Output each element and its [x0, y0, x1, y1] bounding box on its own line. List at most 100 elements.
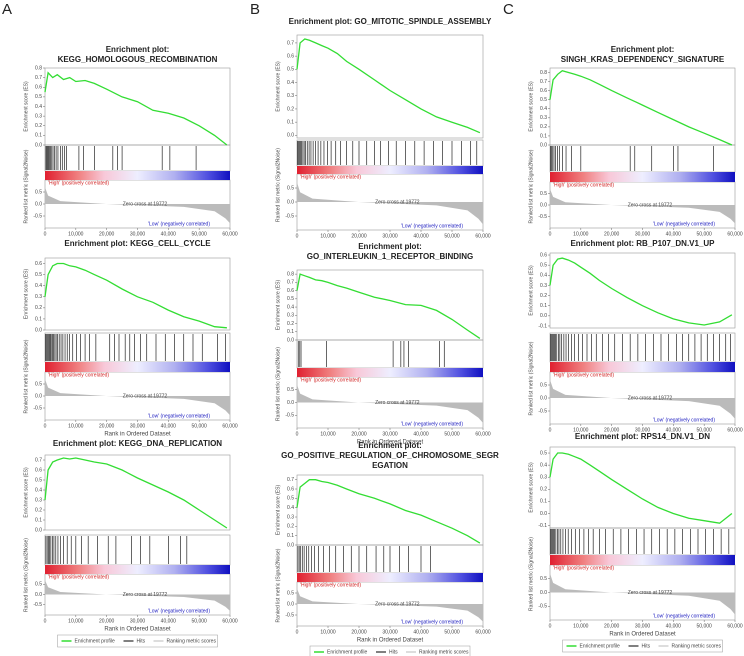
x-tick-label: 20,000: [604, 427, 620, 433]
y-axis-label: Enrichment score (ES): [275, 61, 281, 112]
y-tick-label: 0.4: [287, 80, 294, 86]
x-tick-label: 20,000: [351, 629, 367, 635]
x-tick-label: 60,000: [727, 427, 743, 433]
metric-axis-label: Ranked list metric (Signal2Noise): [275, 347, 281, 421]
y-tick-label: 0.2: [35, 305, 42, 311]
x-tick-label: 50,000: [697, 231, 713, 237]
zero-label: Zero cross at 19772: [123, 393, 168, 399]
x-axis-label: Rank in Ordered Dataset: [104, 627, 171, 633]
chart-title: GO_INTERLEUKIN_1_RECEPTOR_BINDING: [307, 252, 474, 261]
metric-axis-label: Ranked list metric (Signal2Noise): [528, 341, 534, 415]
metric-y-tick-label: -0.5: [33, 405, 42, 411]
x-tick-label: 20,000: [604, 231, 620, 237]
y-tick-label: 0.0: [287, 337, 294, 343]
panel-label: B: [250, 1, 260, 18]
y-axis-label: Enrichment score (ES): [528, 265, 534, 316]
y-axis-label: Enrichment score (ES): [23, 81, 29, 132]
legend-label: Enrichment profile: [327, 649, 368, 655]
panel-frame: [44, 454, 231, 531]
metric-axis-label: Ranked list metric (Signal2Noise): [23, 339, 29, 413]
y-tick-label: 0.4: [540, 462, 547, 468]
metric-y-tick-label: -0.5: [285, 213, 294, 219]
x-axis-label: Rank in Ordered Dataset: [609, 632, 676, 638]
metric-y-tick-label: -0.5: [538, 214, 547, 220]
panel-frame: [44, 534, 231, 566]
y-axis-label: Enrichment score (ES): [275, 485, 281, 536]
panel-label: C: [503, 1, 514, 18]
y-tick-label: 0.6: [287, 53, 294, 59]
low-label: 'Low' (negatively correlated): [401, 619, 463, 625]
metric-y-tick-label: 0.0: [540, 590, 547, 596]
chart-title: Enrichment plot:: [358, 441, 422, 450]
x-tick-label: 30,000: [635, 623, 651, 629]
metric-y-tick-label: -0.5: [538, 408, 547, 414]
x-tick-label: 40,000: [413, 233, 429, 239]
chart-title: Enrichment plot: GO_MITOTIC_SPINDLE_ASSE…: [289, 17, 492, 26]
x-tick-label: 50,000: [697, 623, 713, 629]
y-tick-label: 0.5: [35, 272, 42, 278]
metric-y-tick-label: 0.0: [540, 395, 547, 401]
metric-y-tick-label: -0.5: [33, 213, 42, 219]
zero-label: Zero cross at 19772: [375, 601, 420, 607]
x-tick-label: 0: [296, 629, 299, 635]
x-axis-label: Rank in Ordered Dataset: [357, 638, 424, 644]
x-tick-label: 0: [549, 427, 552, 433]
panel-label: A: [2, 1, 12, 18]
metric-y-tick-label: 0.5: [35, 381, 42, 387]
y-axis-label: Enrichment score (ES): [528, 81, 534, 132]
color-bar: [45, 171, 230, 180]
x-tick-label: 60,000: [475, 233, 491, 239]
x-tick-label: 20,000: [99, 231, 115, 237]
y-tick-label: -0.1: [538, 523, 547, 529]
color-bar: [297, 368, 483, 377]
metric-axis-label: Ranked list metric (Signal2Noise): [528, 149, 534, 223]
x-tick-label: 60,000: [222, 618, 238, 624]
low-label: 'Low' (negatively correlated): [401, 223, 463, 229]
x-tick-label: 10,000: [573, 231, 589, 237]
x-tick-label: 40,000: [161, 231, 177, 237]
low-label: 'Low' (negatively correlated): [148, 221, 210, 227]
metric-y-tick-label: -0.5: [33, 602, 42, 608]
y-tick-label: 0.0: [35, 527, 42, 533]
legend-box: [309, 645, 471, 656]
y-tick-label: 0.7: [287, 40, 294, 46]
metric-area: [45, 187, 230, 224]
zero-label: Zero cross at 19772: [628, 395, 673, 401]
enrichment-line: [44, 71, 228, 146]
y-tick-label: 0.3: [287, 93, 294, 99]
y-tick-label: 0.3: [35, 294, 42, 300]
x-tick-label: 50,000: [444, 629, 460, 635]
y-tick-label: 0.8: [35, 65, 42, 71]
y-tick-label: 0.6: [540, 88, 547, 94]
low-label: 'Low' (negatively correlated): [653, 417, 715, 423]
panel-frame: [549, 527, 736, 556]
metric-axis-label: Ranked list metric (Signal2Noise): [23, 149, 29, 223]
y-tick-label: 0.7: [540, 79, 547, 85]
high-label: 'High' (positively correlated): [553, 182, 614, 188]
y-tick-label: 0.5: [540, 450, 547, 456]
x-tick-label: 40,000: [413, 629, 429, 635]
enrichment-line: [296, 273, 481, 339]
panel-frame: [296, 339, 484, 369]
metric-y-tick-label: 0.5: [35, 189, 42, 195]
color-bar: [550, 362, 735, 372]
panel-frame: [549, 144, 736, 173]
panel-frame: [296, 139, 484, 167]
enrichment-line: [296, 38, 481, 134]
metric-y-tick-label: 0.0: [287, 601, 294, 607]
color-bar: [550, 555, 735, 565]
metric-y-tick-label: 0.5: [540, 191, 547, 197]
color-bar: [297, 166, 483, 174]
y-tick-label: 0.6: [35, 85, 42, 91]
y-tick-label: 0.0: [540, 313, 547, 319]
y-tick-label: 0.5: [287, 296, 294, 302]
x-tick-label: 60,000: [727, 623, 743, 629]
zero-label: Zero cross at 19772: [375, 400, 420, 406]
high-label: 'High' (positively correlated): [48, 180, 109, 186]
zero-label: Zero cross at 19772: [123, 592, 168, 598]
color-bar: [297, 573, 483, 582]
metric-y-tick-label: 0.0: [35, 201, 42, 207]
x-tick-label: 30,000: [130, 618, 146, 624]
